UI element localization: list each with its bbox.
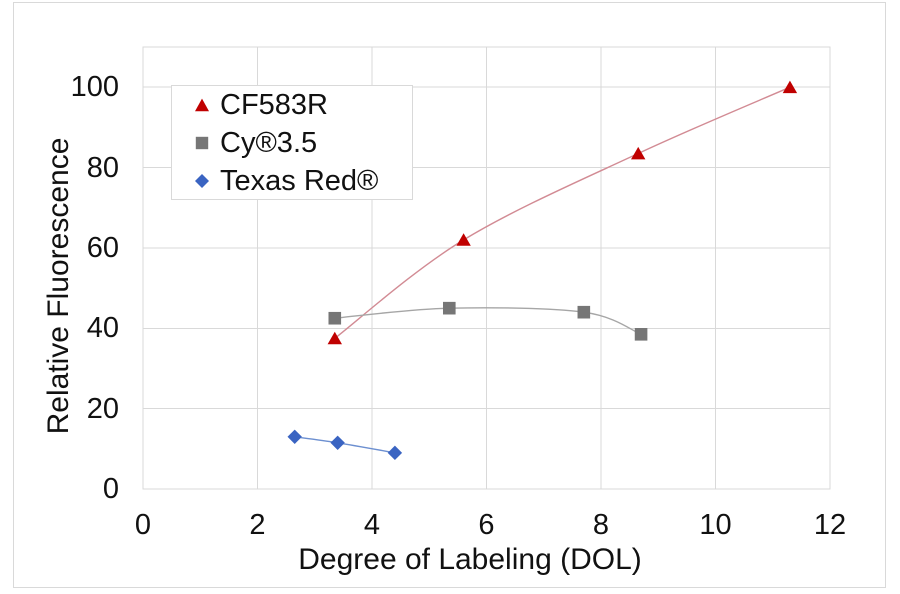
y-tick-label: 20 [86, 392, 119, 425]
marker-diamond-icon [330, 435, 345, 450]
series-line-diamond [294, 436, 396, 454]
x-tick-label: 12 [813, 509, 847, 541]
y-tick-label: 80 [86, 151, 119, 184]
marker-diamond-icon [387, 445, 403, 461]
legend-item: CF583R [194, 86, 412, 124]
x-axis-title: Degree of Labeling (DOL) [298, 543, 642, 576]
legend-item-label: Cy®3.5 [220, 126, 318, 159]
legend-marker-diamond-icon [195, 173, 209, 188]
marker-triangle-icon [631, 146, 646, 160]
x-tick-label: 8 [592, 509, 610, 541]
y-axis-title: Relative Fluorescence [42, 137, 75, 435]
legend-marker-square-icon [195, 136, 209, 149]
diamond-glyph [195, 173, 209, 188]
marker-triangle-icon [782, 80, 798, 94]
legend-item-label: CF583R [220, 88, 328, 121]
y-tick-label: 100 [70, 71, 119, 104]
x-tick-label: 10 [699, 509, 732, 541]
x-tick-label: 2 [249, 509, 266, 541]
marker-diamond-icon [287, 429, 302, 444]
triangle-glyph [195, 98, 209, 111]
marker-square-icon [577, 305, 591, 319]
series-line-triangle [334, 86, 791, 339]
square-glyph [195, 136, 209, 149]
legend-marker-triangle-icon [195, 98, 209, 111]
plot-border [142, 46, 831, 490]
y-tick-label: 40 [86, 312, 119, 345]
x-tick-label: 4 [363, 509, 381, 541]
y-tick-label: 60 [86, 231, 119, 264]
marker-square-icon [328, 311, 342, 325]
legend-item: Texas Red® [194, 162, 412, 200]
legend-item: Cy®3.5 [194, 124, 412, 162]
marker-triangle-icon [456, 233, 471, 246]
x-tick-label: 6 [478, 509, 495, 541]
marker-triangle-icon [327, 331, 342, 345]
legend-item-label: Texas Red® [220, 164, 379, 197]
series-line-square [334, 307, 642, 335]
marker-square-icon [634, 328, 648, 341]
legend: CF583R Cy®3.5 Texas Red® [171, 85, 413, 200]
x-tick-label: 0 [134, 509, 152, 541]
marker-square-icon [442, 301, 456, 315]
y-tick-label: 0 [102, 473, 119, 505]
